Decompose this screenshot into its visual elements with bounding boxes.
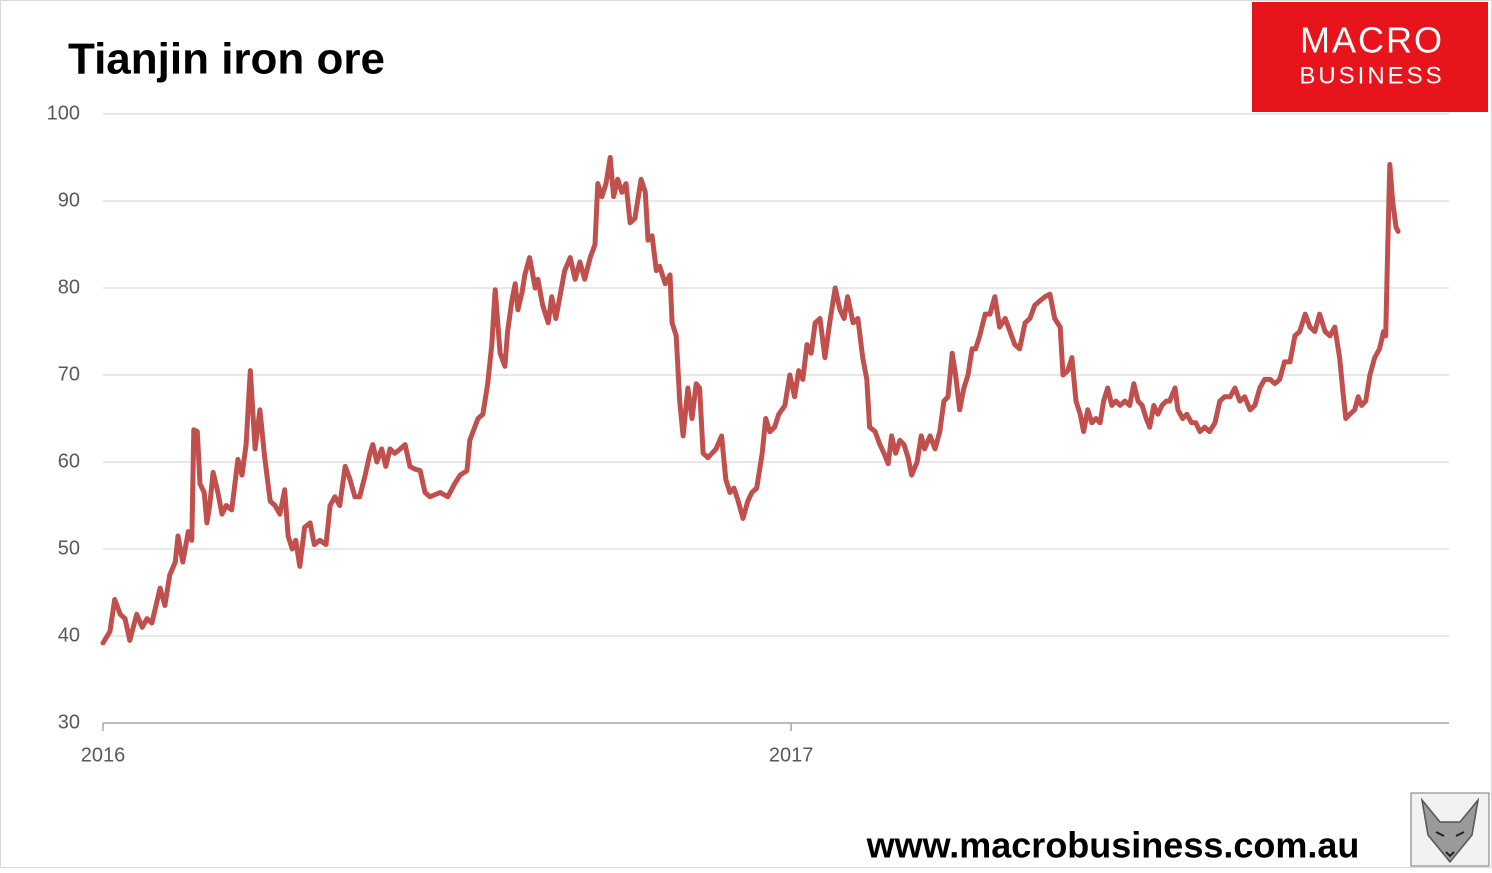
logo-line1: MACRO: [1300, 20, 1444, 61]
logo-box: [1252, 2, 1488, 112]
y-tick-label: 90: [58, 189, 80, 211]
fox-head: [1420, 797, 1480, 864]
y-tick-label: 80: [58, 276, 80, 298]
chart-title: Tianjin iron ore: [68, 35, 385, 84]
x-tick-label: 2017: [769, 744, 814, 766]
y-tick-label: 70: [58, 363, 80, 385]
y-tick-label: 30: [58, 711, 80, 733]
y-tick-label: 50: [58, 537, 80, 559]
y-tick-label: 100: [47, 102, 80, 124]
logo-line2: BUSINESS: [1299, 62, 1444, 89]
fox-face: [1435, 831, 1465, 858]
price-line: [100, 155, 1401, 646]
logo: MACRO BUSINESS: [1252, 2, 1488, 112]
fox-icon: [1410, 792, 1490, 867]
plot-area: 30 40 50 60 70 80 90 100 2016 2017: [47, 102, 1449, 766]
y-tick-label: 60: [58, 450, 80, 472]
footer-url: www.macrobusiness.com.au: [866, 825, 1360, 866]
y-tick-label: 40: [58, 624, 80, 646]
x-tick-label: 2016: [81, 744, 126, 766]
